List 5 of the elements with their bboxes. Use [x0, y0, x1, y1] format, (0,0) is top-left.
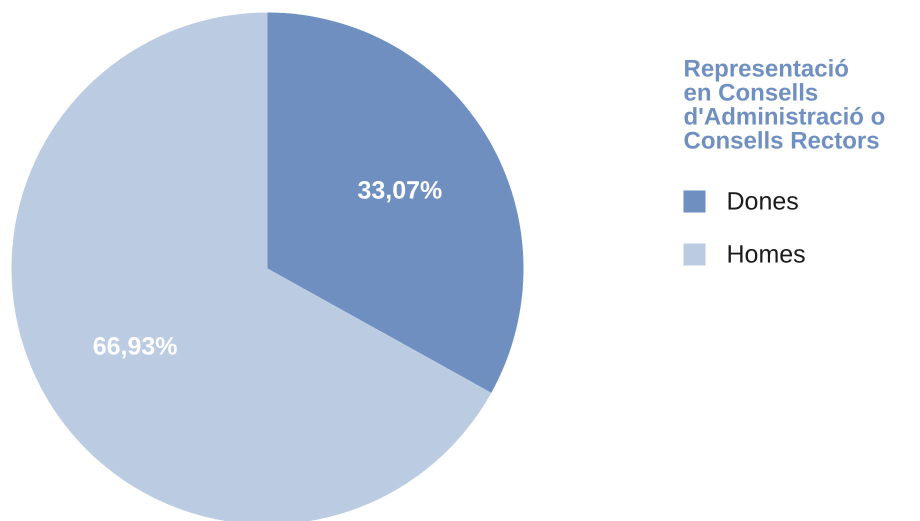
data-label: 33,07%	[357, 176, 442, 205]
legend-label: Dones	[726, 188, 799, 216]
data-label: 66,93%	[92, 332, 178, 360]
legend-title: Representació en Consells d'Administració o Consells Rectors	[684, 56, 886, 154]
legend-label: Homes	[726, 240, 806, 268]
